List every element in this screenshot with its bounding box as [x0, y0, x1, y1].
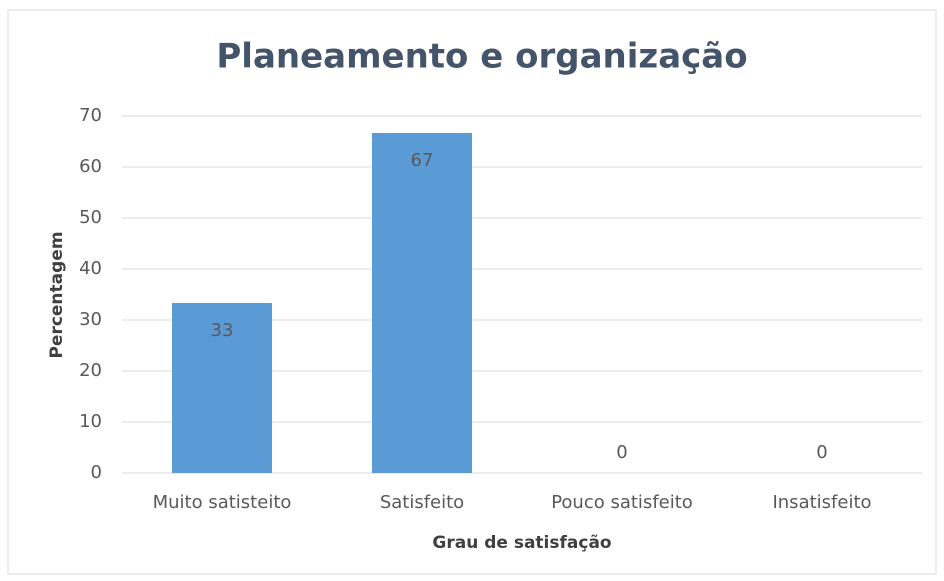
data-label: 67: [411, 150, 434, 171]
x-tick-label: Insatisfeito: [772, 492, 871, 513]
bar: [372, 132, 472, 473]
x-axis-label: Grau de satisfação: [432, 533, 611, 553]
data-label: 33: [211, 320, 234, 341]
y-tick-label: 20: [79, 360, 102, 381]
x-tick-label: Muito satisteito: [153, 492, 292, 513]
y-tick-label: 30: [79, 309, 102, 330]
chart-title: Planeamento e organização: [216, 37, 747, 77]
x-tick-label: Pouco satisfeito: [551, 492, 693, 513]
y-axis-label: Percentagem: [47, 231, 67, 358]
data-label: 0: [616, 442, 627, 463]
x-tick-label: Satisfeito: [380, 492, 464, 513]
y-tick-label: 0: [91, 462, 102, 483]
bar: [172, 303, 272, 473]
y-tick-label: 10: [79, 411, 102, 432]
y-tick-label: 60: [79, 156, 102, 177]
y-tick-label: 70: [79, 105, 102, 126]
data-label: 0: [816, 442, 827, 463]
y-tick-label: 50: [79, 207, 102, 228]
y-tick-label: 40: [79, 258, 102, 279]
